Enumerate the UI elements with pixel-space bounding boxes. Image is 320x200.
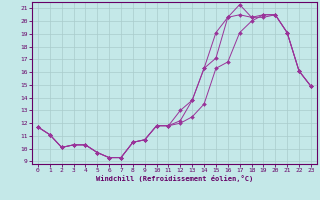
X-axis label: Windchill (Refroidissement éolien,°C): Windchill (Refroidissement éolien,°C): [96, 175, 253, 182]
